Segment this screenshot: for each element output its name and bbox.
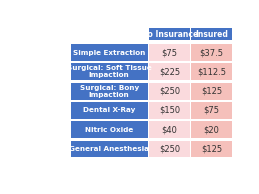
Text: $112.5: $112.5 <box>197 67 226 76</box>
FancyBboxPatch shape <box>191 121 232 138</box>
Text: General Anesthesia: General Anesthesia <box>69 146 149 152</box>
FancyBboxPatch shape <box>149 44 190 61</box>
Text: $37.5: $37.5 <box>199 48 224 57</box>
FancyBboxPatch shape <box>191 44 232 61</box>
FancyBboxPatch shape <box>191 140 232 157</box>
FancyBboxPatch shape <box>191 63 232 80</box>
FancyBboxPatch shape <box>70 121 148 138</box>
Text: $150: $150 <box>159 106 180 115</box>
Text: Surgical: Soft Tissue
Impaction: Surgical: Soft Tissue Impaction <box>67 65 152 78</box>
Text: $40: $40 <box>161 125 177 134</box>
FancyBboxPatch shape <box>149 28 190 40</box>
Text: $225: $225 <box>159 67 180 76</box>
FancyBboxPatch shape <box>70 140 148 157</box>
Text: Surgical: Bony
Impaction: Surgical: Bony Impaction <box>80 85 139 98</box>
FancyBboxPatch shape <box>191 102 232 119</box>
Text: $125: $125 <box>201 87 222 96</box>
Text: Simple Extraction: Simple Extraction <box>73 50 145 56</box>
Text: Nitric Oxide: Nitric Oxide <box>85 127 133 133</box>
Text: Insured: Insured <box>195 30 228 39</box>
Text: $20: $20 <box>204 125 219 134</box>
FancyBboxPatch shape <box>191 83 232 100</box>
FancyBboxPatch shape <box>149 83 190 100</box>
Text: $75: $75 <box>204 106 220 115</box>
Text: No Insurance: No Insurance <box>141 30 198 39</box>
FancyBboxPatch shape <box>70 63 148 80</box>
Text: $125: $125 <box>201 145 222 153</box>
FancyBboxPatch shape <box>149 102 190 119</box>
FancyBboxPatch shape <box>149 121 190 138</box>
FancyBboxPatch shape <box>70 102 148 119</box>
Text: $250: $250 <box>159 87 180 96</box>
FancyBboxPatch shape <box>70 44 148 61</box>
FancyBboxPatch shape <box>149 140 190 157</box>
FancyBboxPatch shape <box>70 83 148 100</box>
Text: Dental X-Ray: Dental X-Ray <box>83 107 135 113</box>
Text: $75: $75 <box>161 48 177 57</box>
FancyBboxPatch shape <box>191 28 232 40</box>
Text: $250: $250 <box>159 145 180 153</box>
FancyBboxPatch shape <box>149 63 190 80</box>
